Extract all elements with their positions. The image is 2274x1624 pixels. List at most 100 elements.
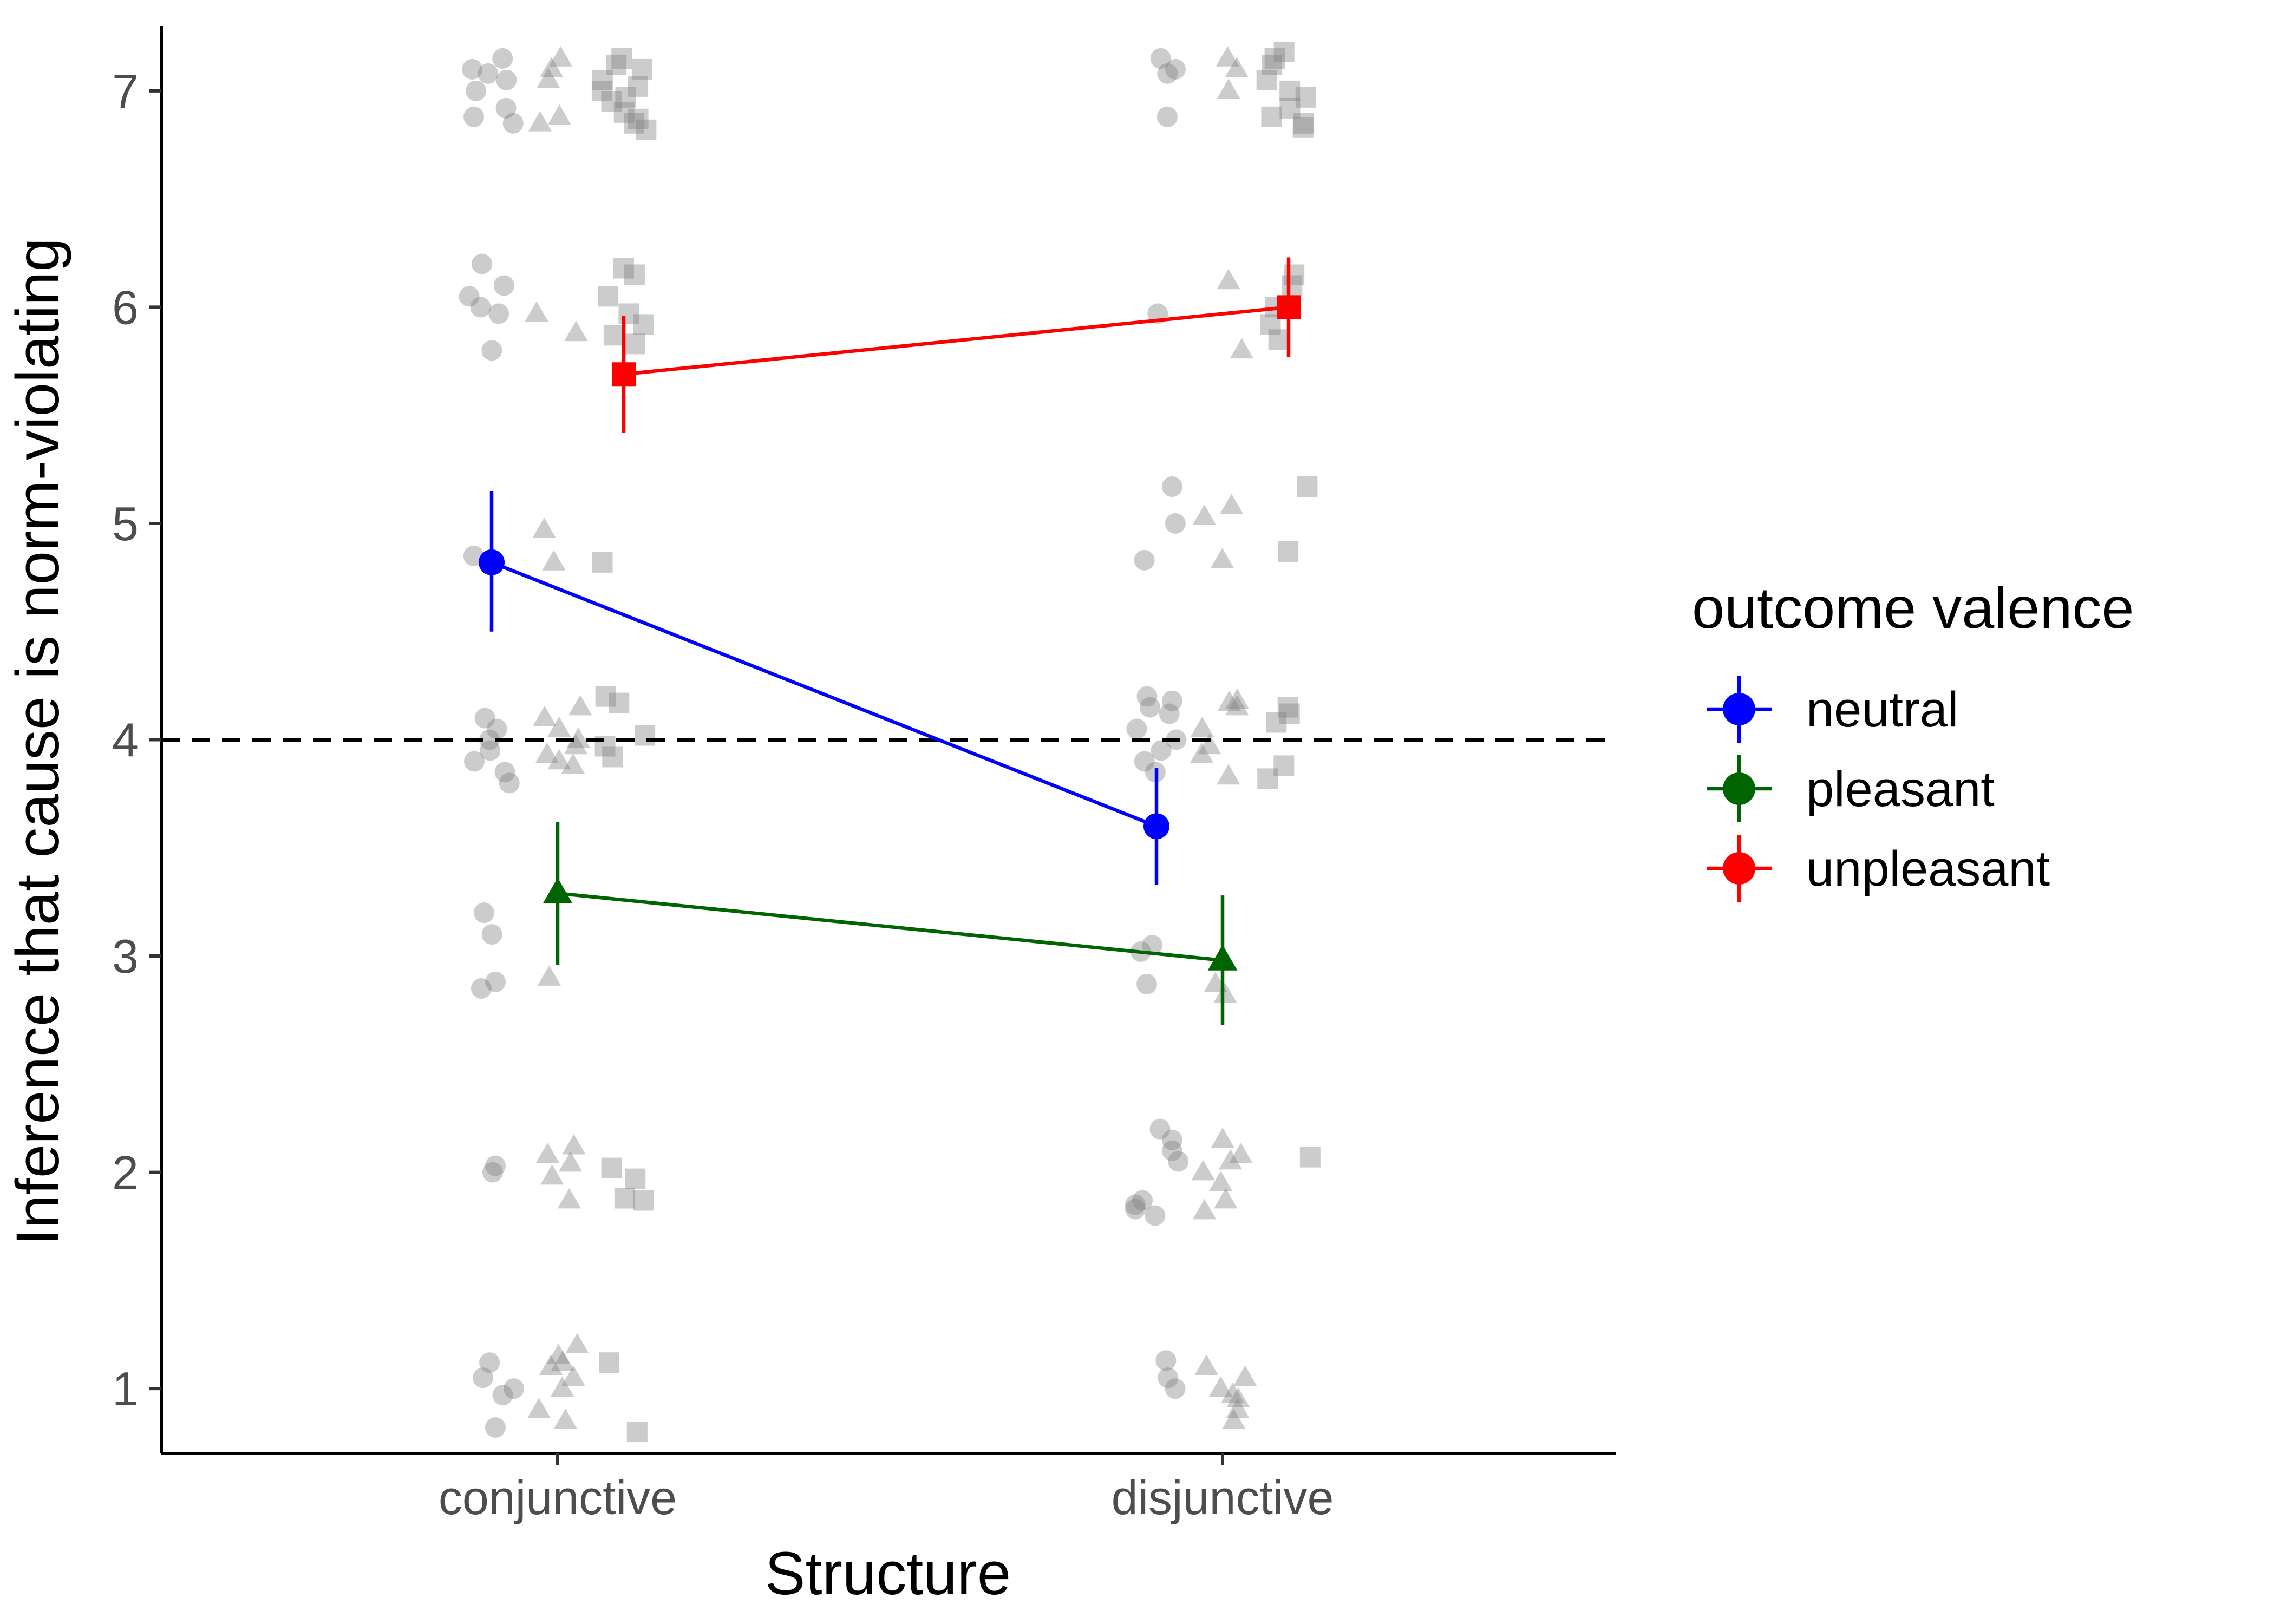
raw-point bbox=[1165, 58, 1186, 80]
raw-point bbox=[1229, 1142, 1253, 1163]
raw-point bbox=[636, 119, 657, 140]
raw-point bbox=[1155, 1350, 1177, 1371]
series-layer bbox=[479, 257, 1301, 1025]
x-axis-title: Structure bbox=[765, 1540, 1011, 1607]
raw-point bbox=[1165, 1378, 1186, 1399]
y-tick-label: 2 bbox=[112, 1146, 139, 1200]
raw-point bbox=[1217, 78, 1240, 99]
mean-point bbox=[1277, 295, 1301, 319]
raw-point bbox=[624, 333, 645, 355]
legend-label: neutral bbox=[1806, 682, 1958, 737]
y-tick-label: 6 bbox=[112, 280, 139, 334]
raw-point bbox=[566, 727, 590, 748]
series-unpleasant bbox=[612, 257, 1301, 433]
raw-point bbox=[482, 1162, 503, 1183]
raw-point bbox=[485, 971, 506, 992]
raw-point bbox=[1194, 1354, 1218, 1376]
raw-point bbox=[601, 91, 622, 112]
raw-point bbox=[547, 104, 571, 125]
raw-point bbox=[466, 80, 487, 101]
y-tick-label: 7 bbox=[112, 64, 139, 118]
raw-point bbox=[463, 106, 485, 127]
raw-point bbox=[539, 1354, 563, 1376]
legend-title: outcome valence bbox=[1692, 575, 2134, 640]
raw-point bbox=[488, 303, 509, 324]
raw-point bbox=[609, 692, 630, 713]
raw-point bbox=[471, 978, 492, 999]
raw-point bbox=[479, 1352, 500, 1373]
raw-point bbox=[558, 1151, 583, 1172]
raw-point bbox=[1192, 1199, 1217, 1220]
raw-point bbox=[599, 1352, 620, 1373]
raw-point bbox=[606, 54, 627, 75]
raw-point bbox=[1279, 97, 1301, 119]
raw-point bbox=[1156, 106, 1178, 127]
raw-point bbox=[1257, 768, 1278, 789]
raw-point bbox=[1226, 1398, 1250, 1418]
raw-point bbox=[561, 1365, 585, 1386]
raw-point bbox=[592, 69, 613, 90]
raw-point bbox=[1216, 46, 1239, 67]
raw-point bbox=[1226, 1387, 1250, 1407]
mean-point bbox=[1207, 945, 1238, 971]
raw-point bbox=[1168, 1151, 1189, 1172]
raw-point bbox=[1158, 1367, 1179, 1389]
raw-point bbox=[1159, 703, 1180, 724]
raw-point bbox=[1190, 742, 1214, 763]
raw-point bbox=[473, 902, 494, 924]
raw-point bbox=[553, 1409, 578, 1429]
raw-point bbox=[547, 749, 571, 770]
raw-point bbox=[1161, 1140, 1182, 1161]
legend-items: neutral pleasant unpleasant bbox=[1707, 676, 2050, 902]
raw-point bbox=[1262, 54, 1283, 75]
raw-point bbox=[525, 301, 548, 322]
raw-point bbox=[535, 1142, 560, 1163]
raw-point bbox=[528, 110, 552, 132]
raw-point bbox=[1134, 751, 1155, 772]
raw-point bbox=[611, 48, 632, 69]
raw-point bbox=[557, 1188, 581, 1209]
raw-point bbox=[1268, 329, 1289, 350]
raw-point bbox=[1264, 48, 1285, 69]
raw-point bbox=[615, 87, 636, 108]
raw-point bbox=[1219, 494, 1244, 514]
raw-point bbox=[628, 76, 649, 97]
raw-point bbox=[1217, 269, 1240, 290]
raw-point bbox=[1136, 686, 1158, 707]
raw-point bbox=[1192, 505, 1217, 525]
raw-point bbox=[1150, 48, 1171, 69]
mean-point bbox=[543, 878, 573, 903]
x-tick-label: conjunctive bbox=[439, 1471, 677, 1524]
legend-item-unpleasant: unpleasant bbox=[1707, 835, 2050, 902]
raw-point bbox=[1279, 80, 1301, 101]
raw-point bbox=[1149, 1118, 1171, 1140]
raw-point bbox=[626, 1422, 648, 1443]
raw-point bbox=[633, 314, 654, 335]
raw-point bbox=[562, 1134, 586, 1155]
raw-point bbox=[463, 751, 485, 772]
raw-point bbox=[628, 108, 649, 129]
raw-point bbox=[568, 695, 592, 716]
raw-point bbox=[494, 762, 515, 783]
raw-point bbox=[1299, 1147, 1321, 1168]
raw-point bbox=[618, 303, 639, 324]
raw-point bbox=[1273, 41, 1295, 62]
raw-point bbox=[1210, 548, 1234, 568]
raw-point bbox=[499, 772, 520, 794]
raw-point bbox=[478, 63, 499, 84]
raw-point bbox=[1230, 338, 1254, 359]
raw-point bbox=[485, 1417, 506, 1438]
raw-point bbox=[527, 1398, 551, 1418]
raw-point bbox=[564, 320, 588, 342]
raw-point bbox=[485, 1155, 506, 1176]
raw-point bbox=[535, 742, 559, 763]
raw-point bbox=[547, 716, 571, 737]
raw-point bbox=[1139, 697, 1160, 718]
raw-point bbox=[548, 46, 573, 67]
raw-point bbox=[601, 1157, 622, 1178]
legend-key-point bbox=[1723, 693, 1755, 725]
raw-point bbox=[1277, 697, 1298, 718]
y-tick-label: 4 bbox=[112, 713, 139, 767]
y-tick-label: 3 bbox=[112, 929, 139, 983]
raw-point bbox=[1273, 755, 1295, 776]
